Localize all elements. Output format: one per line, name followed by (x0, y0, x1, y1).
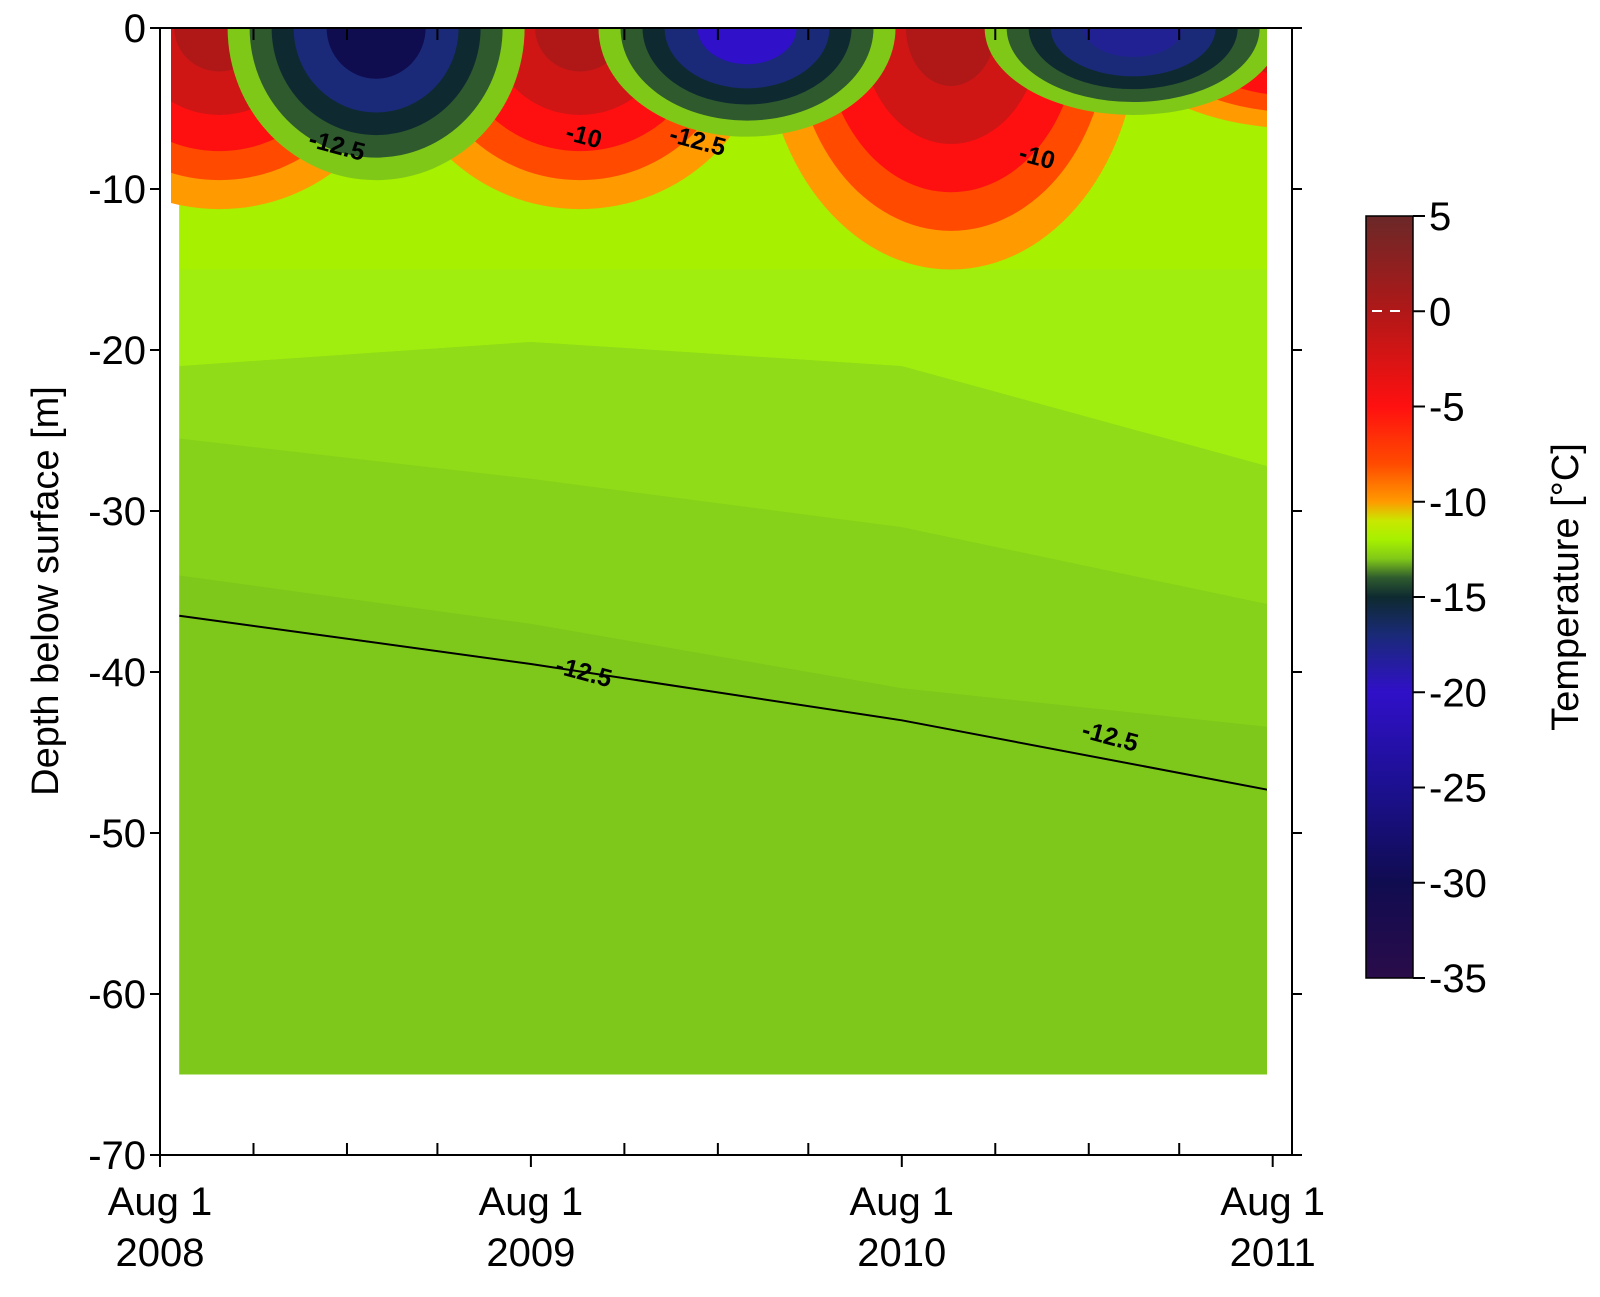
colorbar-tick-label-8: -35 (1429, 957, 1487, 1001)
plot-area (32, 0, 1488, 1075)
colorbar-fill (1366, 216, 1413, 978)
x-tick-label-line2-2: 2010 (857, 1231, 946, 1275)
colorbar-tick-label-4: -15 (1429, 576, 1487, 620)
x-tick-label-line1-2: Aug 1 (850, 1180, 955, 1224)
y-tick-label-4: -40 (88, 651, 146, 695)
colorbar-tick-label-0: 5 (1429, 195, 1451, 239)
colorbar-tick-label-7: -30 (1429, 862, 1487, 906)
x-tick-label-line2-0: 2008 (116, 1231, 205, 1275)
y-tick-label-3: -30 (88, 490, 146, 534)
y-tick-label-2: -20 (88, 329, 146, 373)
colorbar-ticks: 5 0 -5 -10 -15 -20 -25 -30 -35 (1413, 195, 1487, 1001)
colorbar-tick-label-5: -20 (1429, 671, 1487, 715)
x-tick-label-line1-1: Aug 1 (479, 1180, 584, 1224)
colorbar-title: Temperature [°C] (1545, 443, 1587, 731)
x-tick-label-line1-0: Aug 1 (108, 1180, 213, 1224)
y-tick-label-5: -50 (88, 812, 146, 856)
x-tick-label-line1-3: Aug 1 (1220, 1180, 1325, 1224)
x-tick-label-line2-3: 2011 (1230, 1231, 1316, 1275)
y-tick-label-0: 0 (124, 7, 146, 51)
colorbar-tick-label-2: -5 (1429, 386, 1465, 430)
seasonal-temperature-lobes (32, 0, 1488, 270)
x-tick-label-line2-1: 2009 (486, 1231, 575, 1275)
colorbar-tick-label-6: -25 (1429, 767, 1487, 811)
colorbar-tick-label-1: 0 (1429, 290, 1451, 334)
y-tick-label-6: -60 (88, 973, 146, 1017)
y-tick-label-1: -10 (88, 168, 146, 212)
y-tick-label-7: -70 (88, 1134, 146, 1178)
colorbar-tick-label-3: -10 (1429, 481, 1487, 525)
y-axis-title: Depth below surface [m] (25, 386, 67, 796)
colorbar: 5 0 -5 -10 -15 -20 -25 -30 -35 (1366, 195, 1487, 1001)
